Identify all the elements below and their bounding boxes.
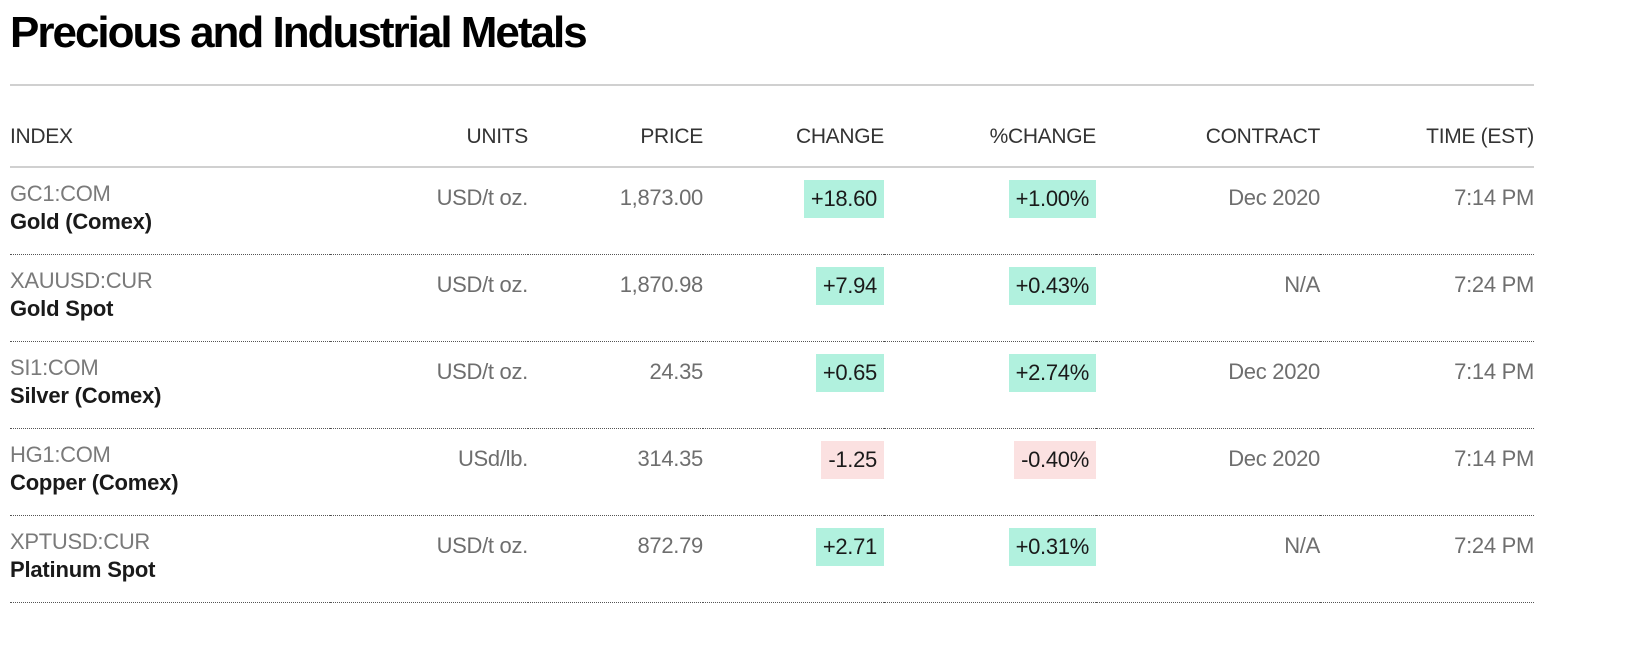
table-row[interactable]: XAUUSD:CUR Gold Spot USD/t oz. 1,870.98 … bbox=[10, 254, 1534, 342]
change-badge: -1.25 bbox=[821, 441, 884, 479]
units-value: USD/t oz. bbox=[436, 185, 529, 210]
pct-change-cell: +0.31% bbox=[884, 515, 1096, 603]
time-cell: 7:24 PM bbox=[1320, 515, 1534, 603]
contract-value: N/A bbox=[1284, 272, 1320, 297]
time-cell: 7:14 PM bbox=[1320, 428, 1534, 516]
pct-change-badge: +1.00% bbox=[1008, 180, 1096, 218]
time-cell: 7:14 PM bbox=[1320, 167, 1534, 255]
pct-change-badge: -0.40% bbox=[1014, 441, 1096, 479]
column-header-change: CHANGE bbox=[703, 108, 884, 168]
units-cell: USD/t oz. bbox=[330, 254, 529, 342]
units-value: USD/t oz. bbox=[436, 272, 529, 297]
change-cell: +0.65 bbox=[703, 341, 884, 429]
ticker-symbol[interactable]: XAUUSD:CUR bbox=[10, 268, 153, 293]
change-cell: +18.60 bbox=[703, 167, 884, 255]
price-value: 314.35 bbox=[637, 446, 704, 471]
units-value: USD/t oz. bbox=[436, 359, 529, 384]
contract-value: Dec 2020 bbox=[1228, 446, 1320, 471]
index-cell: SI1:COM Silver (Comex) bbox=[10, 341, 330, 429]
units-cell: USD/t oz. bbox=[330, 341, 529, 429]
contract-cell: Dec 2020 bbox=[1096, 428, 1320, 516]
price-cell: 872.79 bbox=[528, 515, 704, 603]
index-cell: XAUUSD:CUR Gold Spot bbox=[10, 254, 330, 342]
index-cell: XPTUSD:CUR Platinum Spot bbox=[10, 515, 330, 603]
price-cell: 314.35 bbox=[528, 428, 704, 516]
ticker-symbol[interactable]: SI1:COM bbox=[10, 355, 99, 380]
column-header-pct-change: %CHANGE bbox=[884, 108, 1096, 168]
index-cell: GC1:COM Gold (Comex) bbox=[10, 167, 330, 255]
price-cell: 1,870.98 bbox=[528, 254, 704, 342]
instrument-name[interactable]: Silver (Comex) bbox=[10, 383, 162, 408]
pct-change-badge: +0.43% bbox=[1008, 267, 1096, 305]
pct-change-cell: +2.74% bbox=[884, 341, 1096, 429]
table-row[interactable]: HG1:COM Copper (Comex) USd/lb. 314.35 -1… bbox=[10, 428, 1534, 516]
time-cell: 7:14 PM bbox=[1320, 341, 1534, 429]
change-cell: +2.71 bbox=[703, 515, 884, 603]
column-header-index: INDEX bbox=[10, 108, 330, 168]
column-header-contract: CONTRACT bbox=[1096, 108, 1320, 168]
ticker-symbol[interactable]: HG1:COM bbox=[10, 442, 111, 467]
time-value: 7:14 PM bbox=[1454, 446, 1534, 471]
contract-value: Dec 2020 bbox=[1228, 185, 1320, 210]
instrument-name[interactable]: Platinum Spot bbox=[10, 557, 156, 582]
instrument-name[interactable]: Copper (Comex) bbox=[10, 470, 179, 495]
instrument-name[interactable]: Gold Spot bbox=[10, 296, 114, 321]
column-header-time: TIME (EST) bbox=[1320, 108, 1534, 168]
price-value: 24.35 bbox=[649, 359, 703, 384]
time-value: 7:14 PM bbox=[1454, 185, 1534, 210]
time-cell: 7:24 PM bbox=[1320, 254, 1534, 342]
page-title: Precious and Industrial Metals bbox=[10, 8, 588, 57]
table-row[interactable]: SI1:COM Silver (Comex) USD/t oz. 24.35 +… bbox=[10, 341, 1534, 429]
metals-table: INDEX UNITS PRICE CHANGE %CHANGE CONTRAC… bbox=[10, 108, 1534, 603]
instrument-name[interactable]: Gold (Comex) bbox=[10, 209, 152, 234]
title-divider bbox=[10, 84, 1534, 86]
units-value: USD/t oz. bbox=[436, 533, 529, 558]
change-cell: +7.94 bbox=[703, 254, 884, 342]
column-header-price: PRICE bbox=[528, 108, 703, 168]
column-header-units: UNITS bbox=[330, 108, 528, 168]
price-cell: 1,873.00 bbox=[528, 167, 703, 255]
price-value: 1,870.98 bbox=[619, 272, 704, 297]
price-cell: 24.35 bbox=[528, 341, 703, 429]
time-value: 7:24 PM bbox=[1454, 533, 1534, 558]
units-cell: USd/lb. bbox=[330, 428, 528, 516]
change-badge: +7.94 bbox=[815, 267, 884, 305]
change-badge: +0.65 bbox=[815, 354, 884, 392]
index-cell: HG1:COM Copper (Comex) bbox=[10, 428, 330, 516]
table-row[interactable]: XPTUSD:CUR Platinum Spot USD/t oz. 872.7… bbox=[10, 515, 1534, 603]
change-badge: +2.71 bbox=[815, 528, 884, 566]
units-cell: USD/t oz. bbox=[330, 167, 528, 255]
contract-value: Dec 2020 bbox=[1228, 359, 1320, 384]
pct-change-cell: -0.40% bbox=[884, 428, 1096, 516]
contract-cell: N/A bbox=[1096, 515, 1320, 603]
units-cell: USD/t oz. bbox=[330, 515, 529, 603]
units-value: USd/lb. bbox=[457, 446, 528, 471]
pct-change-cell: +0.43% bbox=[884, 254, 1096, 342]
pct-change-badge: +0.31% bbox=[1008, 528, 1096, 566]
price-value: 872.79 bbox=[637, 533, 704, 558]
pct-change-badge: +2.74% bbox=[1008, 354, 1096, 392]
ticker-symbol[interactable]: XPTUSD:CUR bbox=[10, 529, 151, 554]
contract-value: N/A bbox=[1284, 533, 1320, 558]
time-value: 7:14 PM bbox=[1454, 359, 1534, 384]
change-cell: -1.25 bbox=[703, 428, 884, 516]
contract-cell: N/A bbox=[1096, 254, 1320, 342]
price-value: 1,873.00 bbox=[619, 185, 704, 210]
table-header-row: INDEX UNITS PRICE CHANGE %CHANGE CONTRAC… bbox=[10, 108, 1534, 168]
ticker-symbol[interactable]: GC1:COM bbox=[10, 181, 111, 206]
pct-change-cell: +1.00% bbox=[884, 167, 1096, 255]
contract-cell: Dec 2020 bbox=[1096, 341, 1320, 429]
change-badge: +18.60 bbox=[803, 180, 884, 218]
time-value: 7:24 PM bbox=[1454, 272, 1534, 297]
table-row[interactable]: GC1:COM Gold (Comex) USD/t oz. 1,873.00 … bbox=[10, 167, 1534, 255]
contract-cell: Dec 2020 bbox=[1096, 167, 1320, 255]
